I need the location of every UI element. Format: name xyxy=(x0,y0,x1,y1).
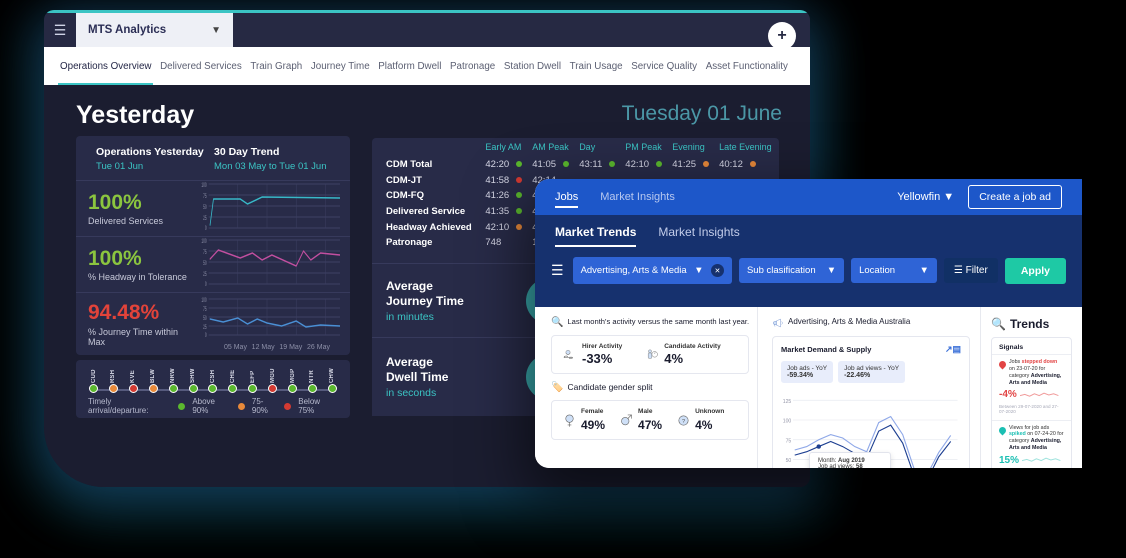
svg-text:75: 75 xyxy=(203,306,207,314)
svg-text:25: 25 xyxy=(203,324,207,332)
svg-text:100: 100 xyxy=(783,419,792,425)
svg-text:0: 0 xyxy=(205,281,207,286)
svg-text:100: 100 xyxy=(201,297,206,305)
svg-text:50: 50 xyxy=(786,458,792,464)
svg-text:0: 0 xyxy=(205,225,207,230)
svg-text:125: 125 xyxy=(783,399,792,405)
svg-text:100: 100 xyxy=(201,238,206,246)
svg-text:75: 75 xyxy=(786,438,792,444)
svg-text:25: 25 xyxy=(203,215,207,223)
svg-text:75: 75 xyxy=(203,249,207,257)
svg-text:100: 100 xyxy=(201,182,206,190)
svg-text:50: 50 xyxy=(203,260,207,268)
svg-text:?: ? xyxy=(682,419,685,425)
svg-text:50: 50 xyxy=(203,204,207,212)
svg-text:0: 0 xyxy=(205,332,207,337)
svg-text:50: 50 xyxy=(203,315,207,323)
svg-text:75: 75 xyxy=(203,193,207,201)
svg-text:25: 25 xyxy=(203,271,207,279)
